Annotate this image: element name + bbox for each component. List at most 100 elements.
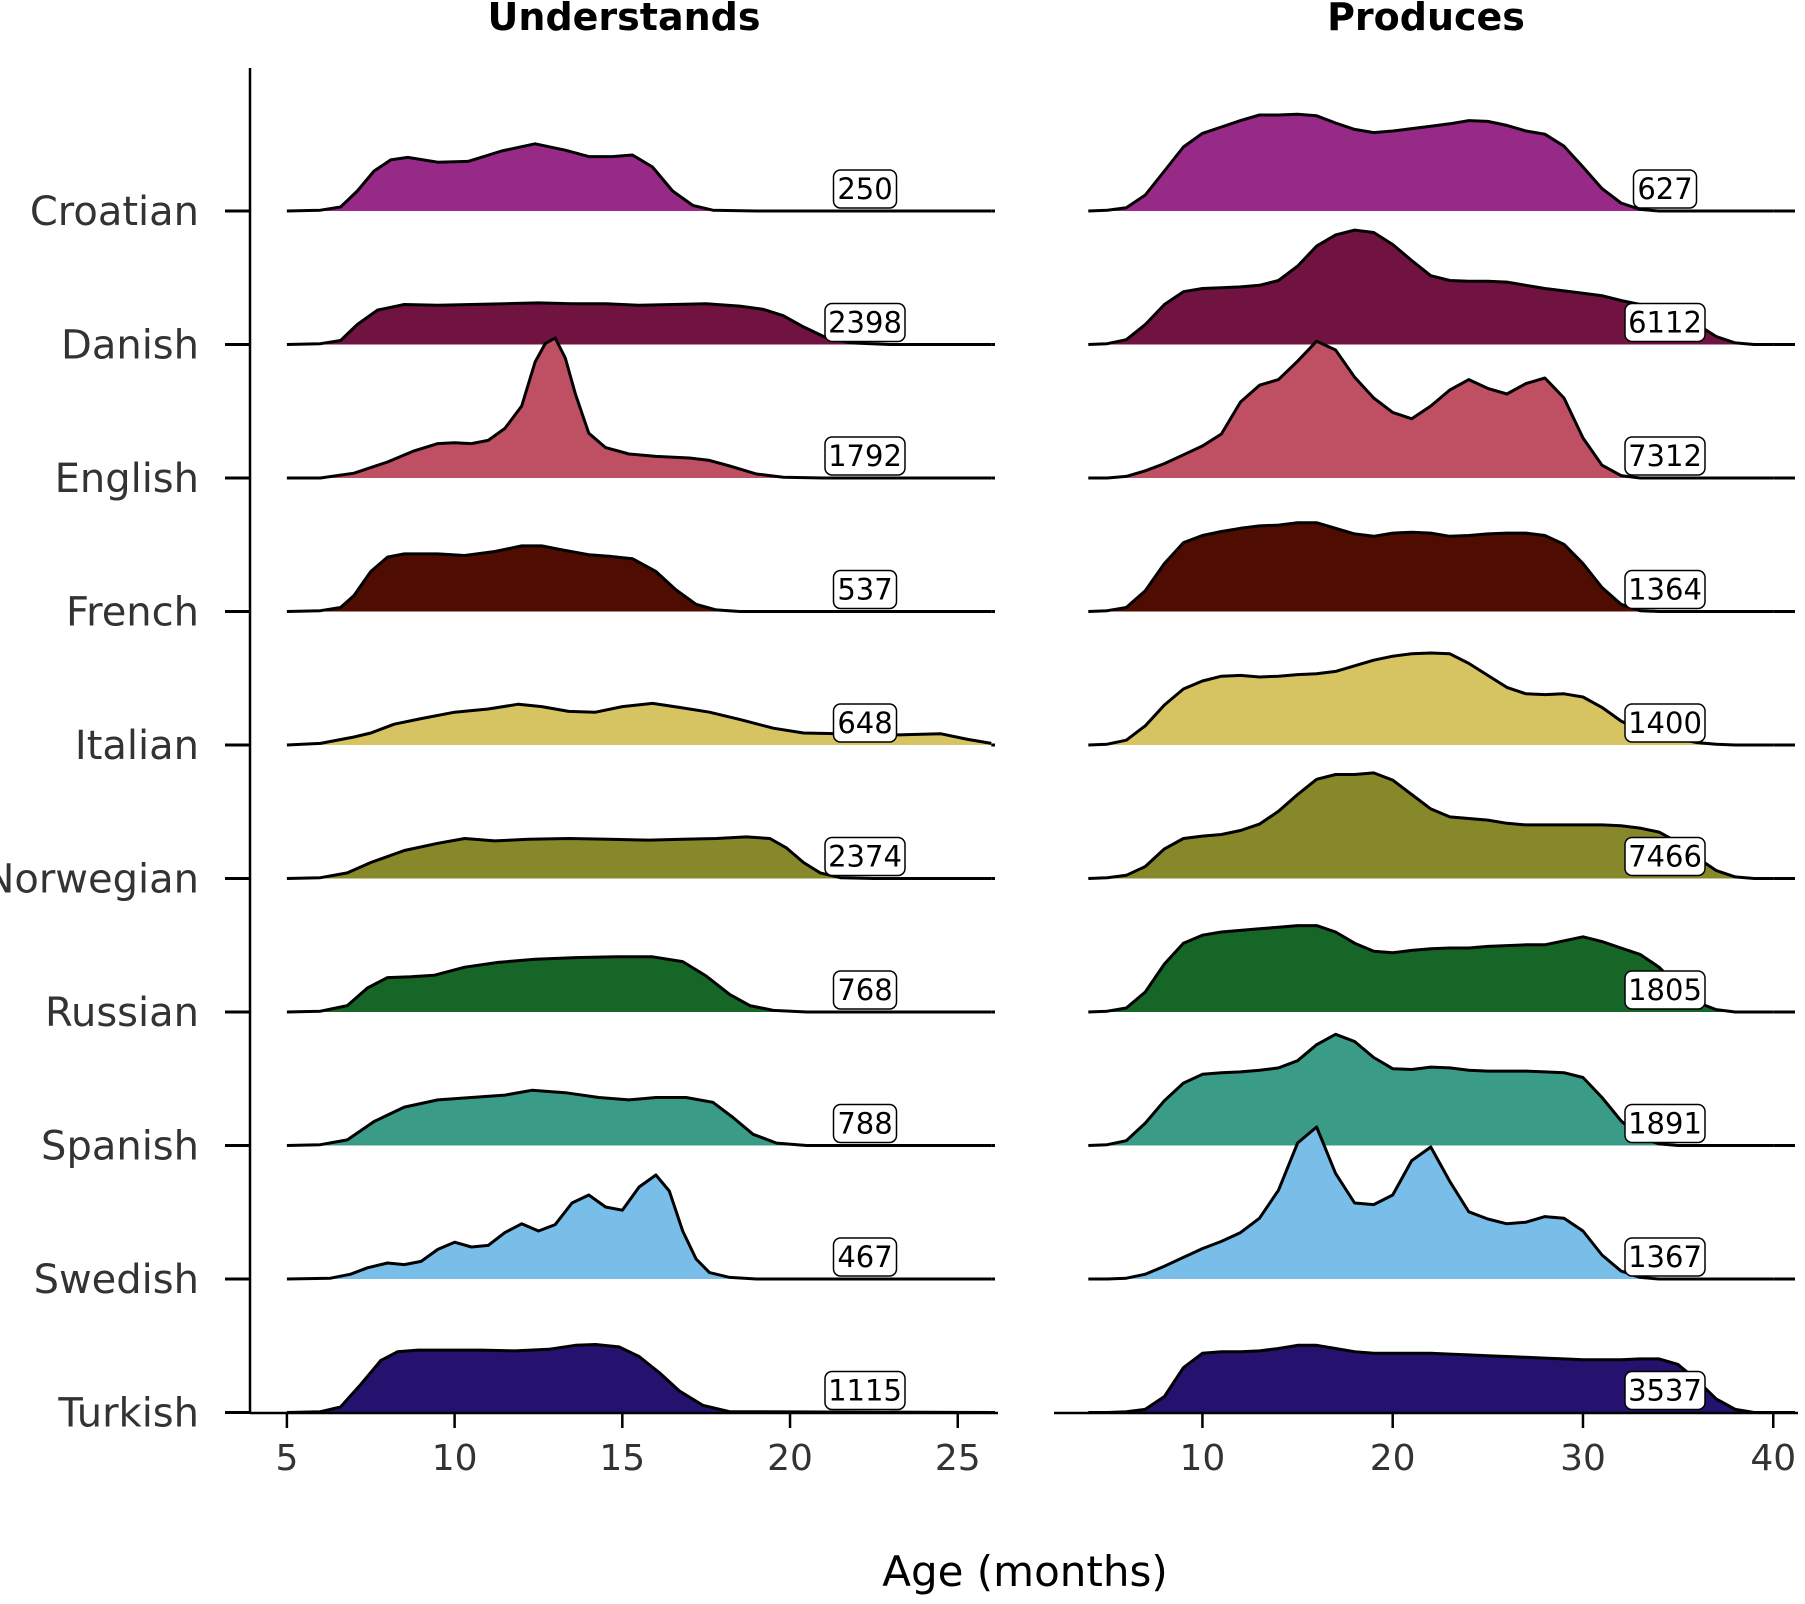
count-box (832, 569, 898, 610)
panel-title-understands: Understands (488, 0, 761, 39)
count-box (832, 1103, 898, 1144)
y-label-croatian: Croatian (30, 189, 199, 235)
count-box (832, 970, 898, 1010)
ridge-area-produces-croatian (1088, 114, 1774, 211)
count-box (832, 169, 898, 209)
ridge-area-produces-danish (1088, 230, 1774, 345)
count-box (1624, 302, 1706, 343)
ridge-line-produces-norwegian (1088, 771, 1774, 880)
ridge-area-produces-norwegian (1088, 772, 1774, 879)
count-label: 537 (837, 573, 892, 607)
x-tick-label-produces-20: 20 (1370, 1438, 1416, 1479)
y-label-russian: Russian (45, 990, 199, 1036)
count-label: 1115 (828, 1374, 902, 1408)
count-badge-produces-croatian: 627 (1632, 169, 1698, 209)
ridge-line-understands-french (286, 544, 992, 613)
count-badge-produces-spanish: 1891 (1624, 1103, 1706, 1144)
y-label-swedish: Swedish (34, 1257, 199, 1303)
count-box (1624, 1103, 1706, 1144)
count-box (1624, 836, 1706, 877)
ridge-area-produces-spanish (1088, 1034, 1774, 1146)
ridge-area-understands-spanish (286, 1090, 992, 1146)
count-label: 1792 (828, 439, 902, 473)
count-badge-produces-russian: 1805 (1624, 970, 1706, 1010)
count-label: 788 (837, 1107, 892, 1141)
count-badge-understands-spanish: 788 (832, 1103, 898, 1144)
ridge-line-understands-danish (286, 301, 992, 346)
count-badge-produces-norwegian: 7466 (1624, 836, 1706, 877)
x-tick-label-understands-15: 15 (599, 1438, 645, 1479)
ridge-line-produces-spanish (1088, 1032, 1774, 1147)
count-label: 768 (837, 973, 892, 1007)
x-tick-label-understands-25: 25 (935, 1438, 981, 1479)
x-tick-label-produces-40: 40 (1750, 1438, 1796, 1479)
count-box (1624, 1370, 1706, 1411)
count-badge-produces-turkish: 3537 (1624, 1370, 1706, 1411)
count-label: 7312 (1628, 439, 1702, 473)
count-box (824, 1370, 906, 1411)
y-label-spanish: Spanish (41, 1124, 199, 1170)
ridge-line-produces-turkish (1088, 1343, 1774, 1414)
ridge-area-understands-croatian (286, 143, 992, 211)
count-badge-understands-croatian: 250 (832, 169, 898, 209)
ridge-line-understands-spanish (286, 1088, 992, 1147)
ridge-area-produces-swedish (1088, 1127, 1774, 1279)
ridge-area-understands-french (286, 545, 992, 612)
count-badge-understands-danish: 2398 (824, 302, 906, 343)
count-badge-understands-french: 537 (832, 569, 898, 610)
count-label: 3537 (1628, 1374, 1702, 1408)
count-label: 2374 (828, 840, 902, 874)
ridge-line-produces-french (1088, 521, 1774, 613)
count-box (824, 302, 906, 343)
count-badge-understands-turkish: 1115 (824, 1370, 906, 1411)
count-badge-produces-italian: 1400 (1624, 703, 1706, 743)
count-badge-produces-swedish: 1367 (1624, 1237, 1706, 1277)
y-label-italian: Italian (75, 723, 199, 769)
panel-title-produces: Produces (1327, 0, 1525, 39)
ridge-line-understands-swedish (286, 1173, 992, 1281)
ridge-area-produces-english (1088, 341, 1774, 478)
count-badge-understands-norwegian: 2374 (824, 836, 906, 877)
ridge-line-produces-english (1088, 339, 1774, 480)
y-label-danish: Danish (61, 323, 199, 369)
x-tick-label-understands-5: 5 (275, 1438, 298, 1479)
count-badge-understands-english: 1792 (824, 436, 906, 476)
count-label: 1367 (1628, 1240, 1702, 1274)
ridge-area-understands-norwegian (286, 836, 992, 879)
count-label: 1364 (1628, 573, 1702, 607)
y-label-turkish: Turkish (57, 1391, 199, 1437)
count-label: 7466 (1628, 840, 1702, 874)
count-box (1624, 1237, 1706, 1277)
ridge-area-understands-swedish (286, 1175, 992, 1279)
count-label: 467 (837, 1240, 892, 1274)
count-box (1624, 703, 1706, 743)
ridge-area-understands-turkish (286, 1344, 992, 1413)
count-box (832, 703, 898, 743)
ridge-line-produces-russian (1088, 924, 1774, 1014)
count-box (832, 1237, 898, 1277)
x-tick-label-produces-30: 30 (1560, 1438, 1606, 1479)
count-label: 627 (1637, 172, 1692, 206)
count-label: 250 (837, 172, 892, 206)
count-box (824, 436, 906, 476)
count-box (1632, 169, 1698, 209)
ridge-area-produces-russian (1088, 925, 1774, 1012)
y-label-english: English (55, 456, 199, 502)
count-box (1624, 569, 1706, 610)
ridge-line-produces-croatian (1088, 112, 1774, 213)
count-badge-understands-swedish: 467 (832, 1237, 898, 1277)
count-badge-understands-russian: 768 (832, 970, 898, 1010)
y-label-norwegian: Norwegian (0, 857, 199, 903)
count-badge-produces-english: 7312 (1624, 436, 1706, 476)
ridge-line-understands-norwegian (286, 835, 992, 880)
ridge-line-understands-croatian (286, 142, 992, 213)
y-label-french: French (66, 590, 199, 636)
count-label: 6112 (1628, 306, 1702, 340)
x-tick-label-understands-10: 10 (432, 1438, 478, 1479)
count-badge-understands-italian: 648 (832, 703, 898, 743)
x-tick-label-understands-20: 20 (767, 1438, 813, 1479)
ridge-line-understands-english (286, 336, 992, 480)
ridge-area-understands-russian (286, 956, 992, 1012)
